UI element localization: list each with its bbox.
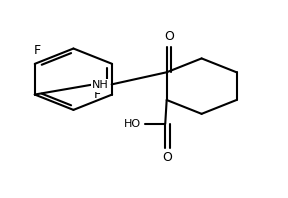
Text: F: F [93, 88, 101, 101]
Text: O: O [164, 30, 174, 43]
Text: HO: HO [124, 119, 141, 129]
Text: NH: NH [92, 80, 109, 90]
Text: O: O [162, 151, 172, 165]
Text: F: F [34, 44, 41, 57]
